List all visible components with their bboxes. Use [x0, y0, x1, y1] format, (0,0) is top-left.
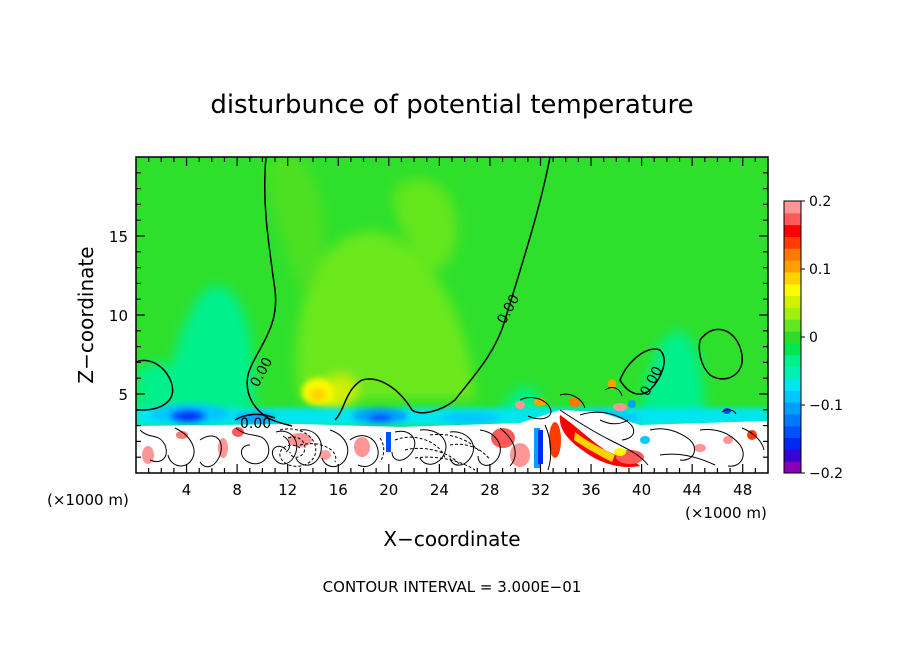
y-axis: 5 10 15 [109, 172, 768, 458]
warm-anomaly-regions [267, 157, 475, 413]
x-unit-right: (×1000 m) [685, 504, 767, 522]
colorbar-swatch [784, 236, 801, 249]
colorbar-swatch [784, 331, 801, 344]
colorbar-swatch [784, 201, 801, 214]
x-tick-label: 12 [278, 481, 297, 499]
colorbar-swatch [784, 271, 801, 285]
y-tick-label: 5 [118, 386, 128, 404]
colorbar-swatch [784, 425, 801, 439]
colorbar-tick-label: −0.1 [809, 398, 843, 414]
x-axis: 4 8 12 16 20 24 28 32 36 40 44 48 [148, 157, 756, 499]
colorbar-swatch [784, 390, 801, 403]
colorbar-swatch [784, 260, 801, 273]
plot-area: 0.00 0.00 0.00 0.00 [136, 157, 768, 473]
x-tick-label: 28 [480, 481, 499, 499]
colorbar: 0.2 0.1 0 −0.1 −0.2 [783, 194, 843, 482]
x-tick-label: 16 [329, 481, 348, 499]
x-tick-label: 32 [531, 481, 550, 499]
cool-anomaly-regions [136, 285, 705, 422]
colorbar-swatch [784, 212, 801, 226]
chart-title: disturbunce of potential temperature [210, 90, 693, 120]
x-unit-left: (×1000 m) [47, 491, 129, 509]
colorbar-swatch [784, 461, 801, 474]
y-tick-label: 15 [109, 228, 128, 246]
colorbar-swatch [784, 295, 801, 308]
boundary-layer-contours [139, 387, 765, 471]
colorbar-swatch [784, 307, 801, 320]
x-tick-label: 20 [379, 481, 398, 499]
x-tick-label: 40 [632, 481, 651, 499]
colorbar-swatch [784, 413, 801, 427]
y-tick-label: 10 [109, 307, 128, 325]
contour-label: 0.00 [240, 416, 271, 432]
colorbar-swatch [784, 224, 801, 237]
x-tick-label: 8 [232, 481, 242, 499]
colorbar-swatch [784, 283, 801, 297]
colorbar-tick-label: −0.2 [809, 466, 843, 482]
contour-interval-note: CONTOUR INTERVAL = 3.000E−01 [323, 578, 582, 596]
colorbar-swatch [784, 319, 801, 332]
dashed-contours [279, 428, 491, 471]
colorbar-swatch [784, 449, 801, 462]
colorbar-swatch [784, 342, 801, 356]
colorbar-tick-label: 0 [809, 330, 818, 346]
x-tick-label: 24 [430, 481, 449, 499]
colorbar-tick-label: 0.2 [809, 194, 831, 210]
colorbar-swatch [784, 354, 801, 368]
zero-contours [136, 157, 743, 427]
colorbar-swatch [784, 366, 801, 379]
colorbar-swatch [784, 378, 801, 391]
warm-core [302, 378, 334, 406]
x-tick-label: 36 [581, 481, 600, 499]
x-tick-label: 4 [182, 481, 192, 499]
x-axis-label: X−coordinate [383, 527, 520, 551]
x-tick-label: 44 [683, 481, 702, 499]
colorbar-swatch [784, 248, 801, 261]
y-axis-label: Z−coordinate [74, 246, 98, 383]
colorbar-tick-label: 0.1 [809, 262, 831, 278]
colorbar-swatch [784, 437, 801, 450]
x-tick-label: 48 [733, 481, 752, 499]
colorbar-swatch [784, 402, 801, 415]
